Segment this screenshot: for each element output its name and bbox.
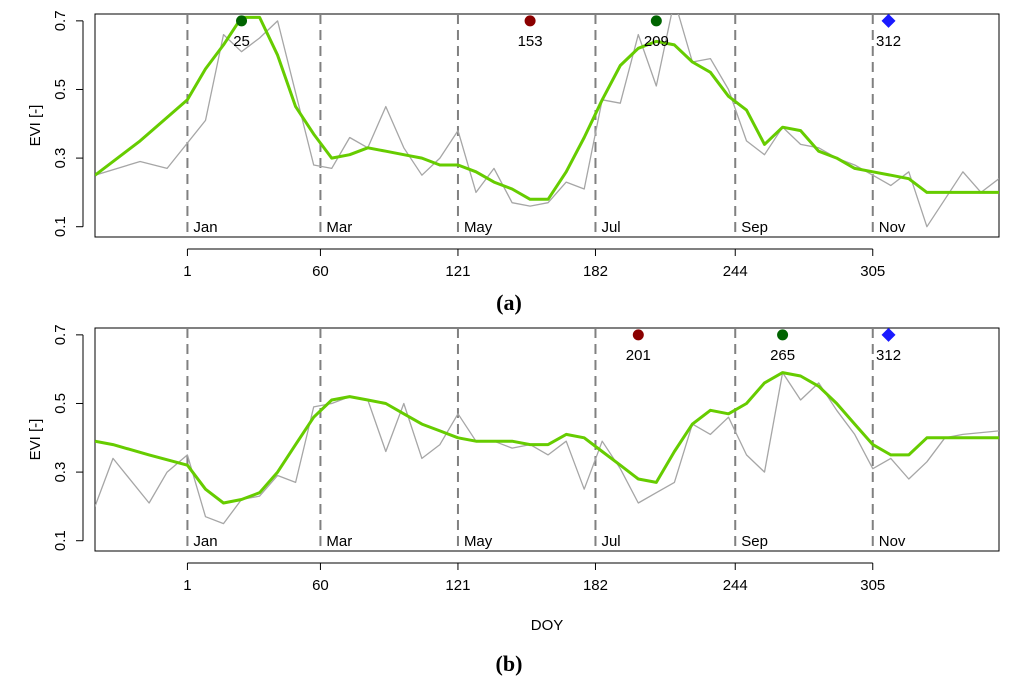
panel-a-tag: (a) — [496, 290, 522, 315]
panel-b-marker-doy-label: 201 — [626, 347, 651, 364]
panel-b-x-tick-label: 305 — [860, 577, 885, 594]
panel-a-circle-marker — [650, 15, 662, 27]
panel-b-month-label: Jan — [193, 533, 217, 550]
panel-a-x-tick-label: 305 — [860, 263, 885, 280]
panel-b-y-tick-label: 0.5 — [52, 393, 69, 414]
panel-b-month-label: Mar — [326, 533, 352, 550]
panel-a-y-tick-label: 0.7 — [52, 10, 69, 31]
panel-a-month-divider-lines: Jan Mar May Jul Sep Nov — [186, 14, 906, 237]
panel-a-month-label: Sep — [741, 219, 768, 236]
panel-a-series — [95, 14, 999, 228]
panel-b-tag: (b) — [496, 651, 523, 676]
panel-a-diamond-marker — [881, 13, 896, 28]
panel-a-marker-doy-label: 209 — [644, 33, 669, 50]
panel-b-y-axis: 0.1 0.3 0.5 0.7 — [52, 324, 84, 551]
panel-b-marker-doy-label: 265 — [770, 347, 795, 364]
panel-b-month-label: Sep — [741, 533, 768, 550]
panel-b-plot-frame — [94, 327, 1000, 552]
panel-a-y-tick-label: 0.5 — [52, 79, 69, 100]
panel-a-chart: Jan Mar May Jul Sep Nov 25 153 209 312 0.1 0.3 0.5… — [27, 10, 1000, 315]
panel-a-marker-doy-label: 153 — [518, 33, 543, 50]
panel-b-month-label: Jul — [601, 533, 620, 550]
panel-b-x-axis-label: DOY — [531, 617, 564, 634]
panel-b-x-tick-label: 60 — [312, 577, 329, 594]
panel-a-month-label: Mar — [326, 219, 352, 236]
panel-b-x-axis: 1 60 121 182 244 305 — [183, 562, 885, 594]
panel-a-month-label: Jan — [193, 219, 217, 236]
panel-b-x-tick-label: 182 — [583, 577, 608, 594]
panel-b-series — [95, 371, 999, 525]
panel-a-smoothed-evi-series-line — [95, 15, 999, 201]
panel-b-y-tick-label: 0.3 — [52, 462, 69, 483]
panel-a-y-axis: 0.1 0.3 0.5 0.7 — [52, 10, 84, 237]
panel-b-circle-marker — [632, 329, 644, 341]
panel-a-x-tick-label: 182 — [583, 263, 608, 280]
panel-b-circle-marker — [777, 329, 789, 341]
panel-b-month-divider-lines: Jan Mar May Jul Sep Nov — [186, 328, 906, 551]
panel-a-plot-frame — [94, 13, 1000, 238]
panel-b-y-tick-label: 0.7 — [52, 324, 69, 345]
panel-a-event-markers: 25 153 209 312 — [233, 13, 901, 50]
panel-b-event-markers: 201 265 312 — [626, 327, 901, 364]
panel-b-raw-evi-series-line — [95, 371, 999, 525]
panel-b-y-tick-label: 0.1 — [52, 530, 69, 551]
panel-a-month-label: Jul — [601, 219, 620, 236]
panel-b-x-tick-label: 121 — [445, 577, 470, 594]
panel-a-x-tick-label: 60 — [312, 263, 329, 280]
panel-a-circle-marker — [236, 15, 248, 27]
panel-b-month-label: May — [464, 533, 493, 550]
panel-a-month-label: Nov — [879, 219, 906, 236]
panel-a-circle-marker — [524, 15, 536, 27]
panel-a-x-tick-label: 244 — [723, 263, 748, 280]
panel-b-month-label: Nov — [879, 533, 906, 550]
panel-a-y-axis-label: EVI [-] — [27, 105, 44, 147]
panel-b-diamond-marker — [881, 327, 896, 342]
panel-b-marker-doy-label: 312 — [876, 347, 901, 364]
panel-b-x-tick-label: 244 — [723, 577, 748, 594]
panel-b-chart: Jan Mar May Jul Sep Nov 201 265 312 0.10.30.50.… — [27, 324, 1000, 676]
panel-a-x-axis: 1 60 121 182 244 305 — [183, 248, 885, 280]
panel-a-y-tick-label: 0.1 — [52, 216, 69, 237]
panel-a-marker-doy-label: 312 — [876, 33, 901, 50]
panel-a-month-label: May — [464, 219, 493, 236]
panel-a-x-tick-label: 121 — [445, 263, 470, 280]
panel-a-y-tick-label: 0.3 — [52, 148, 69, 169]
panel-a-x-tick-label: 1 — [183, 263, 191, 280]
panel-a-marker-doy-label: 25 — [233, 33, 250, 50]
panel-b-smoothed-evi-series-line — [95, 371, 999, 505]
panel-b-x-tick-label: 1 — [183, 577, 191, 594]
panel-b-y-axis-label: EVI [-] — [27, 419, 44, 461]
